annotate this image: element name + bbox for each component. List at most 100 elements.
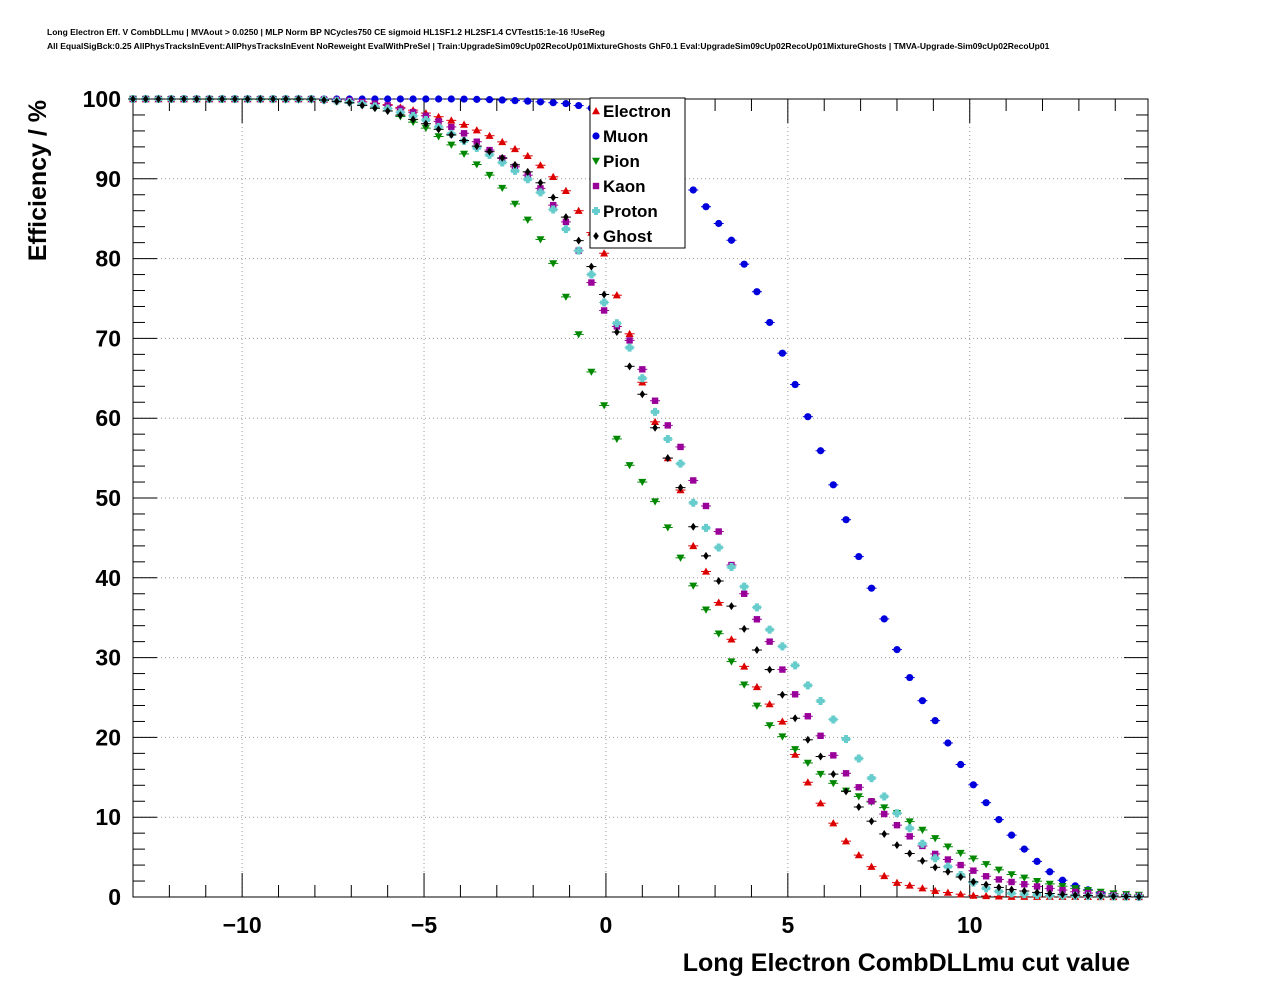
- y-tick-label: 90: [95, 166, 121, 192]
- data-point: [829, 780, 838, 788]
- data-point: [931, 835, 940, 843]
- data-point: [460, 120, 469, 128]
- data-point: [447, 141, 456, 149]
- data-point: [410, 115, 416, 124]
- x-tick-label: 0: [600, 912, 613, 938]
- data-point: [766, 665, 773, 674]
- data-point: [181, 95, 187, 103]
- data-point: [701, 567, 710, 575]
- data-point: [435, 125, 442, 134]
- data-point: [714, 598, 723, 606]
- data-point: [421, 124, 430, 133]
- data-point: [804, 713, 812, 720]
- data-point: [1020, 845, 1028, 853]
- data-point: [612, 435, 621, 443]
- data-point: [651, 397, 659, 404]
- data-point: [830, 770, 837, 779]
- data-point: [663, 434, 672, 443]
- data-point: [753, 288, 761, 296]
- data-point: [574, 206, 583, 214]
- data-point: [792, 714, 798, 723]
- data-point: [472, 161, 481, 169]
- data-point: [867, 774, 876, 783]
- legend-label-kaon: Kaon: [603, 177, 646, 196]
- data-point: [676, 459, 685, 468]
- data-point: [447, 116, 456, 124]
- data-point: [880, 804, 889, 812]
- data-point: [702, 502, 710, 510]
- data-point: [537, 178, 544, 187]
- data-point: [549, 201, 557, 209]
- data-point: [244, 95, 251, 103]
- data-point: [867, 584, 876, 592]
- data-point: [460, 150, 469, 158]
- data-point: [918, 884, 927, 892]
- y-tick-label: 40: [95, 565, 121, 591]
- data-point: [803, 778, 812, 786]
- data-point: [943, 843, 952, 851]
- data-point: [932, 863, 938, 872]
- data-point: [905, 818, 914, 826]
- data-point: [423, 119, 429, 128]
- data-point: [931, 717, 939, 725]
- data-point: [803, 759, 812, 767]
- data-point: [447, 95, 455, 103]
- legend-label-pion: Pion: [603, 152, 640, 171]
- data-point: [765, 625, 774, 634]
- data-point: [829, 819, 838, 827]
- data-point: [587, 368, 596, 376]
- data-point: [472, 126, 481, 134]
- data-point: [754, 646, 760, 655]
- data-point: [434, 133, 443, 141]
- data-point: [690, 522, 697, 531]
- data-point: [931, 886, 940, 895]
- data-point: [918, 826, 927, 834]
- y-axis-label: Efficiency / %: [24, 100, 52, 261]
- data-point: [601, 290, 607, 299]
- data-point: [346, 98, 353, 107]
- data-point: [778, 717, 787, 725]
- data-point: [867, 862, 876, 870]
- data-point: [574, 246, 583, 255]
- data-point: [740, 662, 749, 670]
- data-point: [1085, 891, 1091, 900]
- data-point: [422, 95, 430, 103]
- data-point: [868, 817, 875, 826]
- data-point: [523, 216, 532, 224]
- x-tick-label: −10: [223, 912, 262, 938]
- data-point: [881, 829, 888, 838]
- data-point: [944, 739, 952, 747]
- data-point: [893, 646, 901, 654]
- data-point: [982, 799, 990, 807]
- data-point: [663, 524, 672, 532]
- data-point: [816, 799, 825, 807]
- legend-marker-ghost: [593, 232, 599, 240]
- data-point: [257, 95, 264, 103]
- data-point: [612, 291, 621, 299]
- data-point: [957, 861, 964, 869]
- data-point: [727, 236, 736, 244]
- data-point: [563, 213, 569, 222]
- data-point: [905, 824, 914, 833]
- data-point: [561, 225, 570, 234]
- data-point: [625, 343, 634, 352]
- data-point: [817, 732, 824, 740]
- data-point: [625, 462, 634, 470]
- data-point: [384, 106, 391, 115]
- legend: Electron Muon Pion Kaon Proton Ghost: [589, 97, 686, 249]
- data-point: [168, 95, 174, 103]
- data-point: [549, 99, 557, 107]
- data-point: [473, 95, 481, 103]
- data-point: [969, 891, 978, 899]
- data-point: [766, 638, 773, 645]
- data-point: [600, 307, 608, 314]
- data-point: [714, 630, 723, 638]
- y-tick-label: 70: [95, 325, 121, 351]
- legend-label-muon: Muon: [603, 127, 648, 146]
- data-point: [626, 362, 633, 371]
- title-line-1: Long Electron Eff. V CombDLLmu | MVAout …: [47, 27, 605, 37]
- data-point: [842, 516, 850, 524]
- legend-marker-electron: [592, 107, 600, 115]
